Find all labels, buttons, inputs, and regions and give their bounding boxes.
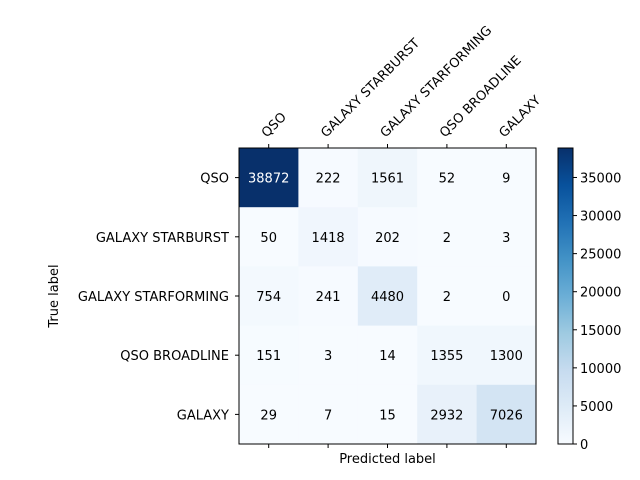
matrix-cell — [417, 266, 478, 327]
cell-value-label: 0 — [502, 290, 510, 305]
cell-value-label: 14 — [379, 349, 396, 364]
colorbar-gradient — [557, 147, 574, 445]
x-axis-label: Predicted label — [339, 452, 436, 467]
cell-value-label: 15 — [379, 408, 396, 423]
cell-value-label: 1561 — [371, 172, 404, 187]
matrix-cell — [476, 207, 537, 267]
colorbar-tick-label: 20000 — [580, 286, 621, 301]
cell-value-label: 241 — [316, 290, 341, 305]
y-tick-label: QSO BROADLINE — [120, 349, 229, 364]
matrix-cell — [239, 384, 299, 445]
cell-value-label: 50 — [260, 231, 277, 246]
matrix-cell — [357, 266, 418, 327]
colorbar-tick-label: 25000 — [580, 248, 621, 263]
matrix-cell — [357, 384, 418, 445]
colorbar-tick-label: 15000 — [580, 324, 621, 339]
colorbar-tick-label: 35000 — [580, 171, 621, 186]
matrix-cell-labels: 38872 222 1561 52 9 50 1418 202 2 3 754 241 4480 2 0 15… — [248, 172, 523, 424]
cell-value-label: 222 — [316, 172, 341, 187]
cell-value-label: 38872 — [248, 172, 289, 187]
cell-value-label: 4480 — [371, 290, 404, 305]
matrix-cell — [476, 325, 537, 386]
matrix-cell — [476, 266, 537, 327]
x-tick-label: GALAXY STARFORMING — [378, 23, 495, 140]
matrix-cell — [417, 384, 478, 445]
y-axis-ticks: QSO GALAXY STARBURST GALAXY STARFORMING QSO… — [78, 172, 239, 423]
matrix-cell — [357, 148, 418, 208]
cell-value-label: 2 — [443, 231, 451, 246]
matrix-cell — [476, 384, 537, 445]
cell-value-label: 1300 — [490, 349, 523, 364]
cell-value-label: 3 — [324, 349, 332, 364]
y-tick-label: GALAXY STARBURST — [96, 231, 229, 246]
matrix-cells — [239, 148, 537, 445]
matrix-cell — [357, 325, 418, 386]
cell-value-label: 754 — [256, 290, 281, 305]
cell-value-label: 151 — [256, 349, 281, 364]
y-tick-label: GALAXY — [177, 408, 229, 423]
colorbar-tick-label: 0 — [580, 438, 588, 453]
cell-value-label: 9 — [502, 172, 510, 187]
colorbar-tick-label: 30000 — [580, 210, 621, 225]
colorbar-tick-label: 5000 — [580, 400, 613, 415]
cell-value-label: 52 — [439, 172, 456, 187]
matrix-cell — [239, 325, 299, 386]
colorbar-tick-label: 10000 — [580, 362, 621, 377]
matrix-cell — [417, 325, 478, 386]
matrix-cell — [298, 266, 359, 327]
matrix-cell — [239, 207, 299, 267]
matrix-cell — [298, 207, 359, 267]
cell-value-label: 7026 — [490, 408, 523, 423]
cell-value-label: 7 — [324, 408, 332, 423]
x-tick-label: QSO — [259, 110, 290, 141]
matrix-cell — [417, 148, 478, 208]
matrix-cell — [239, 148, 299, 208]
cell-value-label: 2932 — [430, 408, 463, 423]
x-tick-label: GALAXY STARBURST — [318, 36, 423, 141]
matrix-cell — [357, 207, 418, 267]
cell-value-label: 1418 — [312, 231, 345, 246]
matrix-cell — [298, 325, 359, 386]
cell-value-label: 2 — [443, 290, 451, 305]
cell-value-label: 202 — [375, 231, 400, 246]
matrix-cell — [298, 148, 359, 208]
matrix-cell — [298, 384, 359, 445]
cell-value-label: 1355 — [430, 349, 463, 364]
matrix-cell — [239, 266, 299, 327]
y-tick-label: GALAXY STARFORMING — [78, 290, 229, 305]
cell-value-label: 3 — [502, 231, 510, 246]
matrix-cell — [476, 148, 537, 208]
colorbar-ticks: 0 5000 10000 15000 20000 25000 30000 35000 — [573, 171, 621, 453]
y-tick-label: QSO — [200, 172, 229, 187]
x-tick-label: GALAXY — [497, 93, 545, 141]
y-axis-label: True label — [47, 264, 62, 328]
cell-value-label: 29 — [260, 408, 277, 423]
colorbar: 0 5000 10000 15000 20000 25000 30000 35000 — [557, 147, 621, 453]
matrix-cell — [417, 207, 478, 267]
